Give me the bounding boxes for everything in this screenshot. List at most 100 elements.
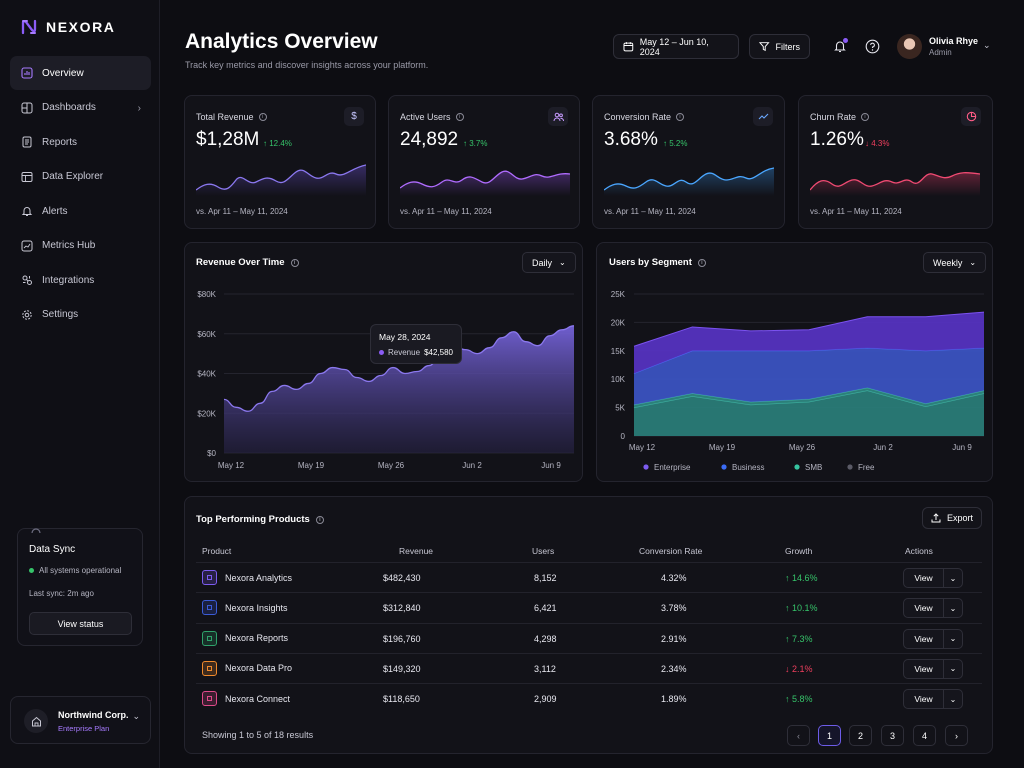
row-menu-button[interactable]: ⌄: [944, 569, 962, 587]
sidebar-item-overview[interactable]: Overview: [10, 56, 151, 90]
date-range-picker[interactable]: May 12 – Jun 10, 2024: [613, 34, 739, 59]
view-button[interactable]: View: [904, 659, 944, 678]
product-name[interactable]: Nexora Reports: [225, 633, 289, 644]
revenue-cell: $118,650: [383, 694, 420, 705]
table-row[interactable]: Nexora Insights $312,840 6,421 3.78% ↑ 10.1%…: [196, 592, 982, 622]
pagination-next-button[interactable]: ›: [945, 725, 968, 746]
help-button[interactable]: [864, 38, 880, 54]
users-cell: 3,112: [534, 663, 556, 674]
segment-chart-x-ticks: May 12 May 19 May 26 Jun 2 Jun 9: [629, 443, 972, 452]
database-icon: [21, 171, 33, 182]
info-icon[interactable]: i: [697, 258, 706, 267]
info-icon[interactable]: i: [676, 113, 685, 121]
brand-logo[interactable]: NEXORA: [20, 18, 116, 36]
y-tick-label: 25K: [611, 290, 626, 299]
user-menu[interactable]: Olivia Rhye Admin ⌄: [897, 34, 991, 59]
view-button[interactable]: View: [904, 629, 944, 648]
row-menu-button[interactable]: ⌄: [944, 599, 962, 617]
growth-cell: ↑ 7.3%: [785, 633, 813, 644]
row-actions: View ⌄: [903, 598, 963, 619]
user-name: Olivia Rhye: [929, 36, 979, 46]
legend-label: Enterprise: [654, 463, 691, 472]
pie-glyph: [966, 111, 976, 122]
view-button[interactable]: View: [904, 690, 944, 709]
view-button[interactable]: View: [904, 599, 944, 618]
pagination-page-2[interactable]: 2: [849, 725, 872, 746]
legend-dot-icon: [643, 464, 649, 470]
sync-status: All systems operational: [29, 566, 121, 575]
chevron-down-icon: ⌄: [949, 603, 957, 613]
sidebar-item-reports[interactable]: Reports: [10, 125, 151, 159]
segment-area-free: [634, 390, 984, 436]
segment-chart-title: Users by Segment i: [609, 257, 706, 268]
sidebar-item-dashboards[interactable]: Dashboards ›: [10, 91, 151, 125]
pagination-page-4[interactable]: 4: [913, 725, 936, 746]
notification-badge: [843, 38, 848, 43]
growth-cell: ↑ 14.6%: [785, 573, 818, 583]
view-button[interactable]: View: [904, 569, 944, 587]
revenue-cell: $312,840: [383, 603, 421, 614]
org-switcher[interactable]: Northwind Corp. Enterprise Plan ⌄: [10, 696, 151, 744]
info-icon[interactable]: i: [315, 515, 324, 524]
info-icon[interactable]: i: [258, 113, 267, 121]
y-tick-label: 5K: [615, 404, 625, 413]
info-icon[interactable]: i: [861, 113, 870, 121]
table-row[interactable]: Nexora Analytics $482,430 8,152 4.32% ↑ 14.6…: [196, 562, 982, 592]
view-status-button[interactable]: View status: [29, 612, 132, 635]
sidebar-item-settings[interactable]: Settings: [10, 298, 151, 332]
growth-value: 2.1%: [792, 663, 813, 674]
kpi-compare: vs. Apr 11 – May 11, 2024: [604, 207, 696, 216]
column-header-growth[interactable]: Growth: [785, 546, 813, 556]
view-button-label: View: [914, 633, 933, 644]
kpi-value: 1.26%: [810, 129, 864, 150]
kpi-label-text: Total Revenue: [196, 112, 254, 122]
sidebar-item-integrations[interactable]: Integrations: [10, 263, 151, 297]
sidebar-item-label: Reports: [42, 136, 78, 148]
product-name[interactable]: Nexora Analytics: [225, 572, 293, 583]
pagination-prev-button[interactable]: ‹: [787, 725, 810, 746]
kpi-card-churn: Churn Rate i 1.26% ↓ 4.3% vs. Apr 11 – Ma…: [798, 95, 993, 229]
column-header-users[interactable]: Users: [532, 546, 555, 556]
chart-title-text: Revenue Over Time: [196, 257, 285, 268]
growth-value: 14.6%: [792, 573, 818, 583]
column-header-product[interactable]: Product: [202, 546, 232, 556]
filters-button[interactable]: Filters: [749, 34, 810, 59]
notifications-button[interactable]: [832, 38, 848, 54]
sidebar-item-label: Settings: [42, 309, 79, 320]
tooltip-series: Revenue: [379, 348, 420, 357]
info-icon[interactable]: i: [290, 258, 299, 267]
bell-icon: [834, 41, 846, 53]
column-header-revenue[interactable]: Revenue: [399, 546, 434, 556]
trend-glyph: [758, 113, 768, 120]
pagination-page-1[interactable]: 1: [818, 725, 841, 746]
chevron-down-icon: ⌄: [949, 573, 957, 583]
select-value: Weekly: [933, 257, 963, 268]
revenue-interval-select[interactable]: Daily ⌄: [522, 252, 576, 273]
sidebar-item-metrics-hub[interactable]: Metrics Hub: [10, 229, 151, 263]
product-name[interactable]: Nexora Connect: [225, 693, 291, 704]
users-cell: 8,152: [534, 573, 557, 583]
table-row[interactable]: Nexora Data Pro $149,320 3,112 2.34% ↓ 2.1% V…: [196, 652, 982, 683]
kpi-change-text: 4.3%: [871, 139, 890, 148]
export-button[interactable]: Export: [922, 507, 982, 529]
column-header-conversion[interactable]: Conversion Rate: [639, 546, 703, 556]
sidebar-item-data-explorer[interactable]: Data Explorer: [10, 160, 151, 194]
info-icon[interactable]: i: [455, 113, 464, 121]
export-label: Export: [946, 513, 973, 523]
products-table-card: Top Performing Products i Export Product …: [184, 496, 993, 754]
sidebar-item-label: Data Explorer: [42, 171, 104, 182]
chevron-right-icon: ›: [955, 730, 958, 741]
sidebar-item-alerts[interactable]: Alerts: [10, 194, 151, 228]
product-icon: [202, 691, 217, 707]
table-row[interactable]: Nexora Connect $118,650 2,909 1.89% ↑ 5.8% Vi…: [196, 683, 982, 713]
kpi-label-text: Active Users: [400, 112, 451, 122]
product-name[interactable]: Nexora Insights: [225, 602, 288, 613]
product-name[interactable]: Nexora Data Pro: [225, 663, 293, 674]
row-menu-button[interactable]: ⌄: [944, 690, 962, 708]
row-menu-button[interactable]: ⌄: [944, 660, 962, 678]
tooltip-label: Revenue: [388, 348, 421, 357]
segment-interval-select[interactable]: Weekly ⌄: [923, 252, 987, 273]
pagination-page-3[interactable]: 3: [881, 725, 904, 746]
table-row[interactable]: Nexora Reports $196,760 4,298 2.91% ↑ 7.3% Vi…: [196, 622, 982, 653]
row-menu-button[interactable]: ⌄: [944, 630, 962, 648]
